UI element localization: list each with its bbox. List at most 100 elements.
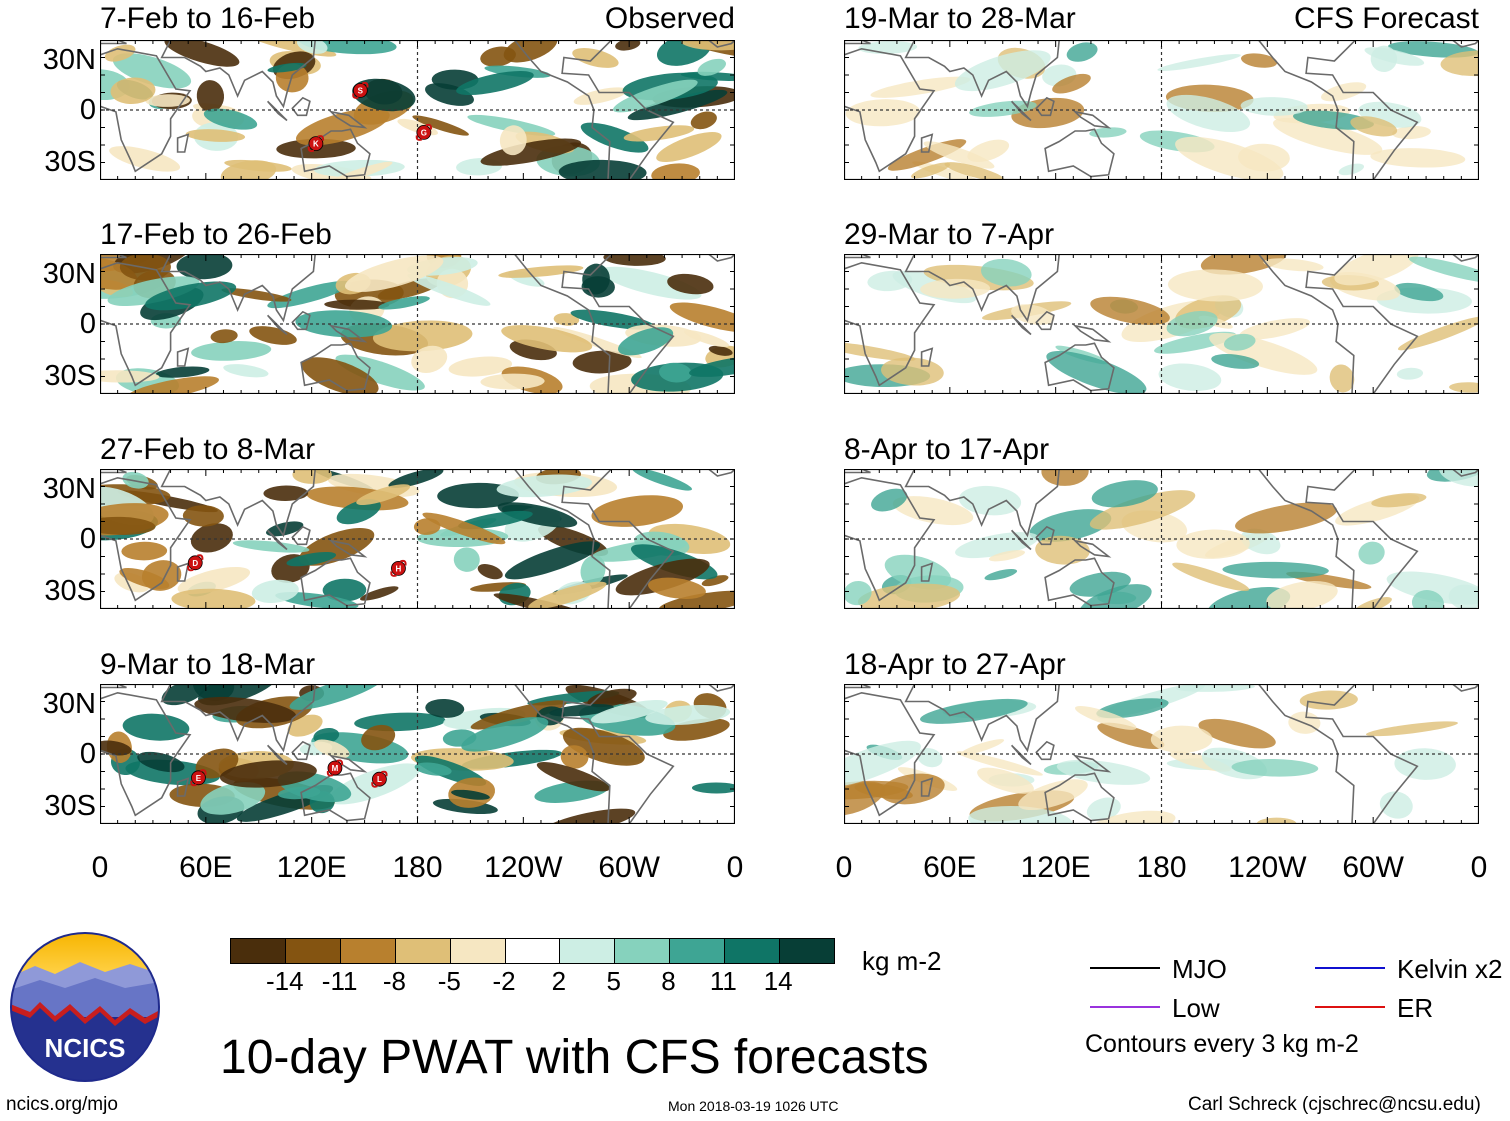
- y-tick-label: 30S: [44, 575, 96, 607]
- panel-map: [844, 254, 1479, 394]
- panel-period-title: 29-Mar to 7-Apr: [844, 218, 1055, 251]
- coastline: [707, 254, 735, 262]
- anomaly-region: [881, 357, 944, 386]
- anomaly-region: [1338, 163, 1365, 176]
- y-tick-label: 30S: [44, 146, 96, 178]
- anomaly-region: [504, 541, 601, 580]
- anomaly-region: [980, 258, 1032, 287]
- anomaly-region: [164, 40, 240, 67]
- footer-credit: Carl Schreck (cjschrec@ncsu.edu): [1188, 1094, 1481, 1115]
- anomaly-region: [470, 700, 567, 730]
- coastline: [266, 100, 288, 122]
- anomaly-region: [119, 567, 170, 590]
- colorbar-tick-label: 11: [709, 966, 737, 996]
- anomaly-region: [867, 270, 913, 292]
- anomaly-region: [126, 376, 219, 394]
- anomaly-region: [1411, 590, 1444, 609]
- anomaly-region: [251, 579, 299, 603]
- coastline: [266, 529, 288, 551]
- anomaly-region: [1263, 258, 1324, 272]
- anomaly-region: [1365, 721, 1458, 737]
- panel-map: [844, 40, 1479, 180]
- anomaly-region: [1266, 580, 1338, 609]
- panel-period-title: 9-Mar to 18-Mar: [100, 648, 316, 681]
- anomaly-region: [572, 350, 632, 374]
- coastline: [1044, 128, 1115, 178]
- anomaly-region: [844, 740, 921, 788]
- anomaly-region: [1089, 490, 1196, 530]
- anomaly-region: [145, 94, 191, 107]
- anomaly-region: [1157, 54, 1241, 71]
- anomaly-region: [137, 751, 185, 773]
- panel-period-title: 18-Apr to 27-Apr: [844, 648, 1066, 681]
- coastline: [1010, 744, 1032, 766]
- panel-map: S K G: [100, 40, 735, 180]
- anomaly-region: [480, 138, 582, 166]
- anomaly-region: [1176, 529, 1250, 559]
- anomaly-region: [286, 552, 337, 567]
- anomaly-region: [1364, 47, 1425, 66]
- anomaly-region: [1078, 584, 1152, 609]
- anomaly-region: [185, 129, 246, 142]
- anomaly-region: [1231, 758, 1319, 777]
- coastline: [100, 476, 192, 602]
- tropical-cyclone-marker: S: [352, 81, 369, 99]
- coastline: [513, 254, 675, 394]
- colorbar-tick-label: -5: [437, 966, 461, 996]
- coastline: [291, 310, 311, 331]
- x-tick-label: 120E: [1020, 851, 1091, 884]
- coastline: [291, 525, 311, 546]
- anomaly-region: [667, 273, 714, 295]
- coastline: [1451, 254, 1479, 262]
- x-tick-label: 60W: [598, 851, 660, 884]
- anomaly-region: [480, 373, 545, 390]
- coastline: [176, 562, 190, 582]
- colorbar: [230, 938, 835, 964]
- coastline: [300, 342, 371, 392]
- anomaly-region: [623, 125, 695, 142]
- coastline: [1257, 684, 1419, 824]
- coastline: [291, 740, 311, 761]
- anomaly-region: [1240, 97, 1308, 116]
- legend-label: Kelvin x2: [1397, 954, 1503, 984]
- legend-line: [1315, 1006, 1385, 1008]
- colorbar-swatch: [670, 939, 726, 963]
- panel-map-svg: DH: [100, 469, 735, 609]
- anomaly-region: [107, 276, 200, 306]
- coastline: [904, 469, 1061, 538]
- anomaly-region: [200, 782, 266, 815]
- coastline: [176, 133, 190, 153]
- anomaly-region: [1066, 42, 1098, 62]
- anomaly-region: [648, 577, 706, 600]
- anomaly-region: [448, 356, 513, 377]
- coastline: [707, 469, 735, 477]
- colorbar-tick-label: -2: [492, 966, 516, 996]
- anomaly-region: [618, 327, 674, 356]
- anomaly-region: [1394, 748, 1456, 780]
- coastline: [513, 469, 675, 609]
- anomaly-region: [1150, 725, 1213, 753]
- coastline: [291, 96, 311, 117]
- anomaly-region: [196, 80, 225, 113]
- coastline: [1044, 342, 1115, 392]
- anomaly-region: [844, 341, 916, 361]
- storm-letter: L: [377, 775, 382, 784]
- colorbar-tick-label: 8: [661, 966, 676, 996]
- anomaly-region: [603, 254, 666, 266]
- anomaly-region: [920, 278, 991, 299]
- colorbar-swatch: [725, 939, 781, 963]
- y-tick-label: 0: [79, 308, 96, 340]
- panel-period-title: 19-Mar to 28-Mar: [844, 2, 1076, 35]
- coastline: [707, 684, 735, 692]
- anomaly-region: [496, 474, 592, 498]
- anomaly-region: [884, 554, 952, 590]
- panel-map-svg: [100, 254, 735, 394]
- colorbar-tick-label: 5: [606, 966, 621, 996]
- anomaly-region: [422, 512, 506, 545]
- coastline: [328, 754, 368, 773]
- y-tick-label: 0: [79, 94, 96, 126]
- panel-map-svg: [844, 684, 1479, 824]
- anomaly-region: [176, 254, 233, 280]
- anomaly-region: [570, 309, 655, 330]
- anomaly-region: [112, 53, 192, 89]
